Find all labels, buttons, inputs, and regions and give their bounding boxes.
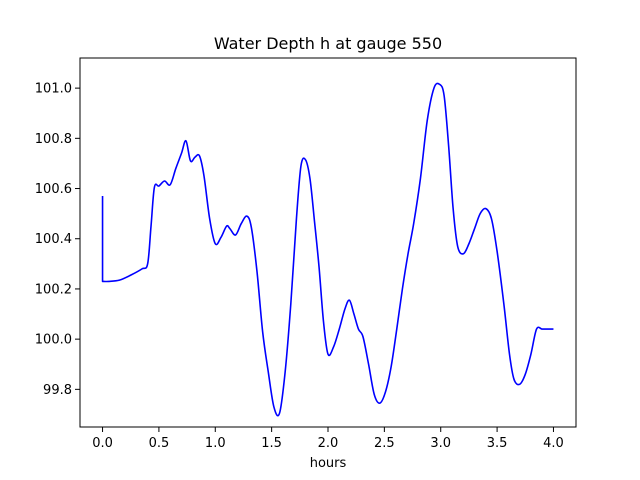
y-tick-label: 100.2: [35, 282, 72, 297]
series-line-0: [101, 82, 554, 417]
x-tick-label: 0.5: [149, 436, 170, 451]
plot-area: [80, 58, 576, 427]
chart-title: Water Depth h at gauge 550: [214, 34, 442, 53]
x-tick-label: 2.5: [374, 436, 395, 451]
x-axis-label: hours: [310, 456, 347, 471]
y-tick-label: 100.6: [35, 182, 72, 197]
x-tick-label: 3.5: [487, 436, 508, 451]
y-tick-label: 101.0: [35, 82, 72, 97]
y-tick-label: 100.8: [35, 132, 72, 147]
y-tick-label: 100.0: [35, 333, 72, 348]
y-axis-ticks: 99.8 100.0 100.2 100.4 100.6 100.8 101.0: [35, 82, 80, 398]
x-tick-label: 4.0: [543, 436, 564, 451]
y-tick-label: 100.4: [35, 232, 72, 247]
x-tick-label: 3.0: [430, 436, 451, 451]
x-tick-label: 2.0: [318, 436, 339, 451]
y-tick-label: 99.8: [43, 383, 72, 398]
x-tick-label: 1.0: [205, 436, 226, 451]
x-axis-ticks: 0.0 0.5 1.0 1.5 2.0 2.5 3.0 3.5 4.0: [92, 427, 564, 451]
x-tick-label: 0.0: [92, 436, 113, 451]
x-tick-label: 1.5: [261, 436, 282, 451]
series-layer: [101, 82, 554, 417]
plot-frame: [79, 57, 577, 428]
